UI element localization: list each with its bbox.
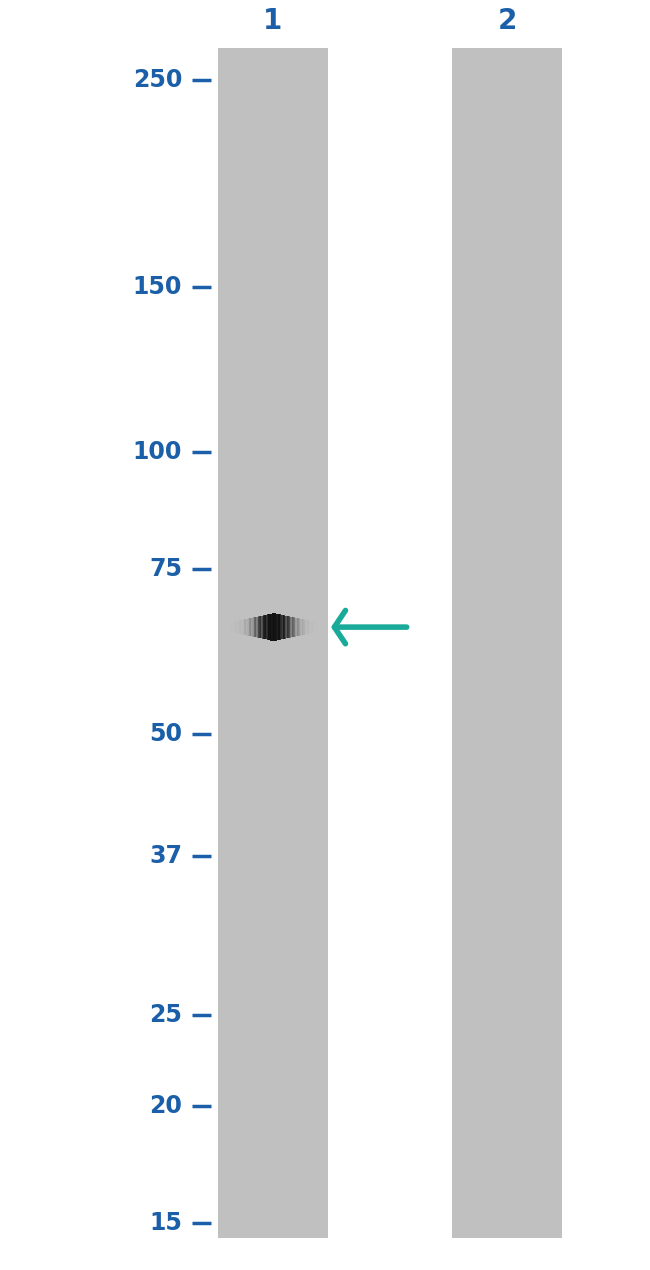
Text: 1: 1 [263,8,283,36]
Bar [300,618,302,635]
Bar [235,621,237,634]
Bar [293,617,295,636]
Bar [259,616,261,638]
Bar [224,622,226,631]
Bar [283,615,285,639]
Bar [255,617,257,638]
Text: 37: 37 [149,845,182,869]
Bar [284,616,286,639]
Bar [237,621,239,634]
Bar [263,615,265,639]
Bar [229,622,231,632]
Bar [320,622,322,631]
Bar [231,622,233,632]
Bar [261,616,263,639]
Bar [246,618,248,635]
Bar [304,620,306,635]
Bar [321,622,323,631]
Bar [301,618,303,635]
Bar [254,617,256,638]
Bar [227,622,229,631]
Bar [244,620,246,635]
Bar [288,616,290,638]
Text: 2: 2 [497,8,517,36]
Bar [266,615,268,640]
Bar [218,48,328,1238]
Bar [274,613,276,641]
Bar [297,618,299,636]
Bar [315,622,317,632]
Bar [282,615,283,639]
Bar [303,620,305,635]
Bar [273,613,275,641]
Bar [250,618,252,636]
Bar [238,621,240,634]
Bar [257,616,259,638]
Bar [309,621,311,634]
Bar [277,613,279,640]
Bar [239,620,241,634]
Bar [280,615,281,640]
Text: 100: 100 [133,439,182,464]
Bar [311,621,313,634]
Bar [258,616,260,638]
Bar [272,613,274,641]
Bar [312,621,314,632]
Bar [233,621,235,632]
Bar [262,616,264,639]
Bar [249,618,251,636]
Bar [281,615,283,640]
Bar [242,620,243,635]
Bar [264,615,266,639]
Bar [245,618,247,635]
Text: 15: 15 [149,1212,182,1236]
Text: 20: 20 [149,1095,182,1118]
Bar [252,617,254,636]
Bar [291,617,292,638]
Bar [253,617,255,636]
Bar [306,620,307,634]
Bar [230,622,232,632]
Bar [269,613,271,640]
Bar [316,622,318,632]
Bar [268,615,270,640]
Bar [318,622,320,631]
Bar [452,48,562,1238]
Bar [234,621,236,632]
Bar [242,620,244,635]
Bar [298,618,300,636]
Text: 50: 50 [149,721,182,745]
Bar [248,618,250,636]
Bar [307,620,309,634]
Bar [265,615,267,640]
Bar [317,622,319,632]
Text: 25: 25 [149,1003,182,1027]
Text: 250: 250 [133,67,182,91]
Bar [294,617,296,636]
Text: 75: 75 [149,558,182,580]
Bar [222,622,224,631]
Bar [278,615,280,640]
Bar [296,618,298,636]
Bar [226,622,228,631]
Bar [240,620,242,634]
Bar [287,616,289,638]
Bar [285,616,287,639]
Bar [308,621,310,634]
Bar [276,613,278,640]
Bar [292,617,294,638]
Bar [289,616,291,638]
Bar [225,622,227,631]
Text: 150: 150 [133,276,182,300]
Bar [313,621,315,632]
Bar [302,620,304,635]
Bar [270,613,272,640]
Bar [322,622,324,631]
